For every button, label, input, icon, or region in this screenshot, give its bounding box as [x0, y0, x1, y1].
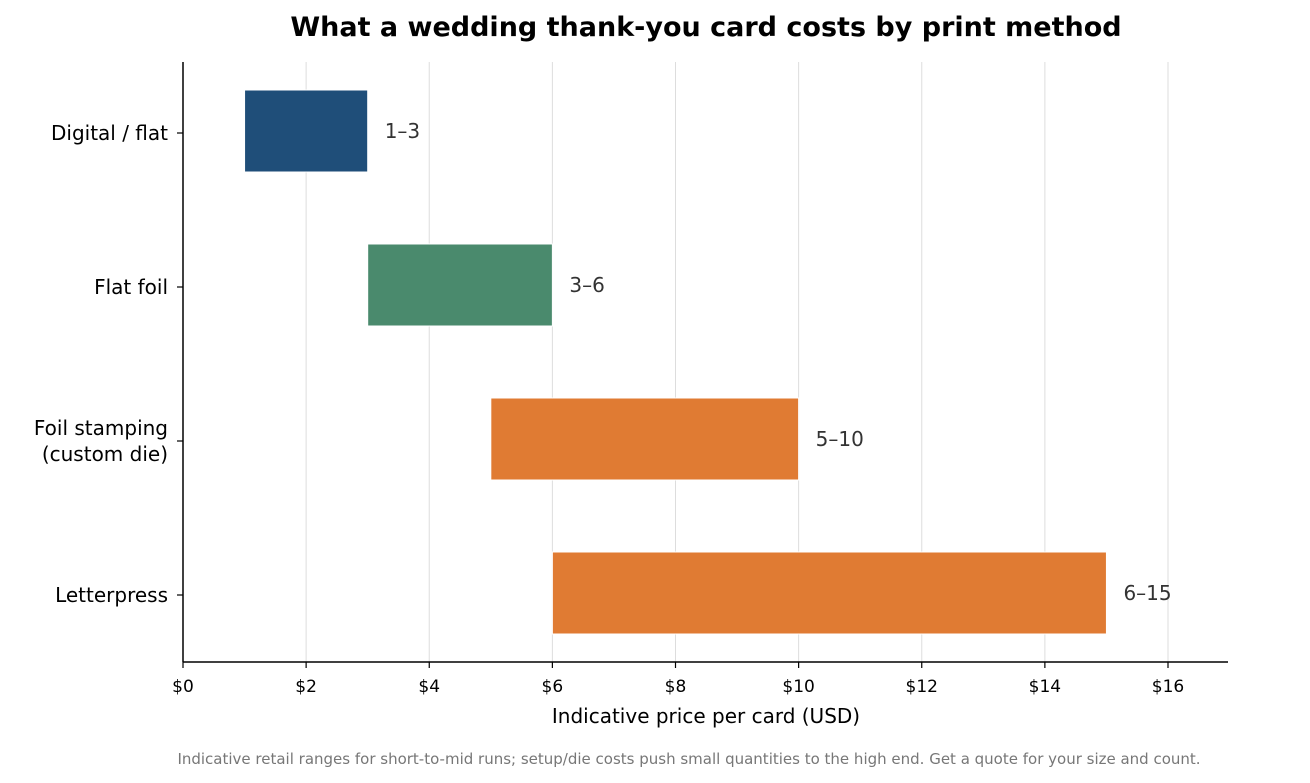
data-labels: 1–3 3–6 5–10 6–15 — [385, 119, 1172, 605]
x-tick-label: $6 — [542, 677, 564, 697]
category-label: Digital / flat — [51, 121, 168, 145]
x-tick-label: $8 — [665, 677, 687, 697]
chart-title: What a wedding thank-you card costs by p… — [290, 12, 1121, 43]
x-axis-ticks: $0 $2 $4 $6 $8 $10 $12 $14 $16 — [172, 662, 1184, 697]
category-label: Foil stamping — [34, 416, 168, 440]
range-value-label: 1–3 — [385, 119, 420, 143]
bars — [244, 89, 1107, 635]
category-label: Flat foil — [94, 275, 168, 299]
range-bar — [244, 89, 369, 173]
category-label: (custom die) — [42, 442, 168, 466]
range-value-label: 3–6 — [569, 273, 604, 297]
x-tick-label: $4 — [418, 677, 440, 697]
range-bar — [551, 551, 1107, 635]
x-tick-label: $12 — [906, 677, 938, 697]
axes — [182, 62, 1228, 663]
x-tick-label: $16 — [1152, 677, 1184, 697]
gridlines — [305, 62, 1169, 662]
range-value-label: 6–15 — [1123, 581, 1171, 605]
x-tick-label: $0 — [172, 677, 194, 697]
category-label: Letterpress — [55, 583, 168, 607]
range-bar — [367, 243, 553, 327]
range-bar — [490, 397, 800, 481]
x-axis-label: Indicative price per card (USD) — [552, 704, 860, 728]
y-axis-ticks: Digital / flat Flat foil Foil stamping(cus… — [34, 121, 183, 607]
chart-footnote: Indicative retail ranges for short-to-mi… — [177, 750, 1200, 768]
x-tick-label: $14 — [1029, 677, 1061, 697]
x-tick-label: $10 — [782, 677, 814, 697]
range-value-label: 5–10 — [816, 427, 864, 451]
x-tick-label: $2 — [295, 677, 317, 697]
